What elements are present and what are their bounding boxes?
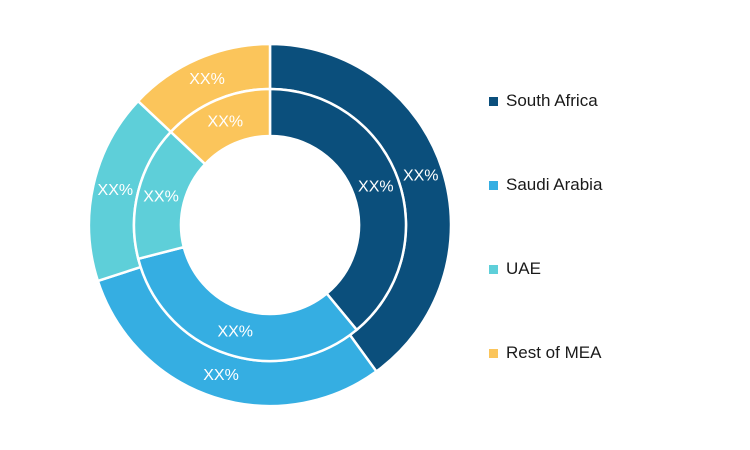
legend-item-south-africa: South Africa	[489, 86, 729, 116]
legend-swatch-saudi-arabia	[489, 180, 498, 190]
inner-label-saudi-arabia: XX%	[217, 323, 253, 340]
inner-label-south-africa: XX%	[358, 178, 394, 195]
legend-item-rest-of-mea: Rest of MEA	[489, 338, 729, 368]
inner-slice-rest-of-mea	[169, 87, 272, 166]
inner-label-rest-of-mea: XX%	[208, 113, 244, 130]
outer-label-saudi-arabia: XX%	[203, 367, 239, 384]
legend-label-rest-of-mea: Rest of MEA	[506, 343, 602, 362]
legend-label-south-africa: South Africa	[506, 91, 598, 110]
outer-label-south-africa: XX%	[403, 168, 439, 185]
legend-swatch-rest-of-mea	[489, 348, 498, 358]
legend-swatch-south-africa	[489, 96, 498, 106]
inner-slice-saudi-arabia	[136, 245, 359, 363]
outer-label-rest-of-mea: XX%	[189, 71, 225, 88]
legend-label-uae: UAE	[506, 259, 541, 278]
legend-label-saudi-arabia: Saudi Arabia	[506, 175, 603, 194]
outer-label-uae: XX%	[98, 182, 134, 199]
legend-item-uae: UAE	[489, 254, 729, 284]
legend-item-saudi-arabia: Saudi Arabia	[489, 170, 729, 200]
inner-label-uae: XX%	[143, 189, 179, 206]
inner-slice-south-africa	[268, 87, 408, 332]
legend-swatch-uae	[489, 264, 498, 274]
legend: South Africa Saudi Arabia UAE Rest of ME…	[489, 86, 729, 422]
